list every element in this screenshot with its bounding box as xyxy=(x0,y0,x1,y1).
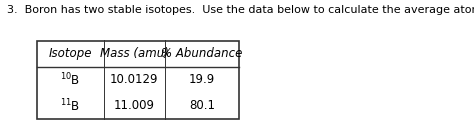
Text: 3.  Boron has two stable isotopes.  Use the data below to calculate the average : 3. Boron has two stable isotopes. Use th… xyxy=(7,5,474,15)
Text: Mass (amu): Mass (amu) xyxy=(100,47,169,60)
Text: 19.9: 19.9 xyxy=(189,73,215,86)
Text: 80.1: 80.1 xyxy=(189,99,215,112)
Bar xyxy=(37,40,239,119)
Text: 10.0129: 10.0129 xyxy=(110,73,158,86)
Text: % Abundance: % Abundance xyxy=(161,47,243,60)
Text: $^{11}$B: $^{11}$B xyxy=(61,97,81,114)
Text: $^{10}$B: $^{10}$B xyxy=(61,71,81,88)
Text: Isotope: Isotope xyxy=(49,47,92,60)
Text: 11.009: 11.009 xyxy=(114,99,155,112)
